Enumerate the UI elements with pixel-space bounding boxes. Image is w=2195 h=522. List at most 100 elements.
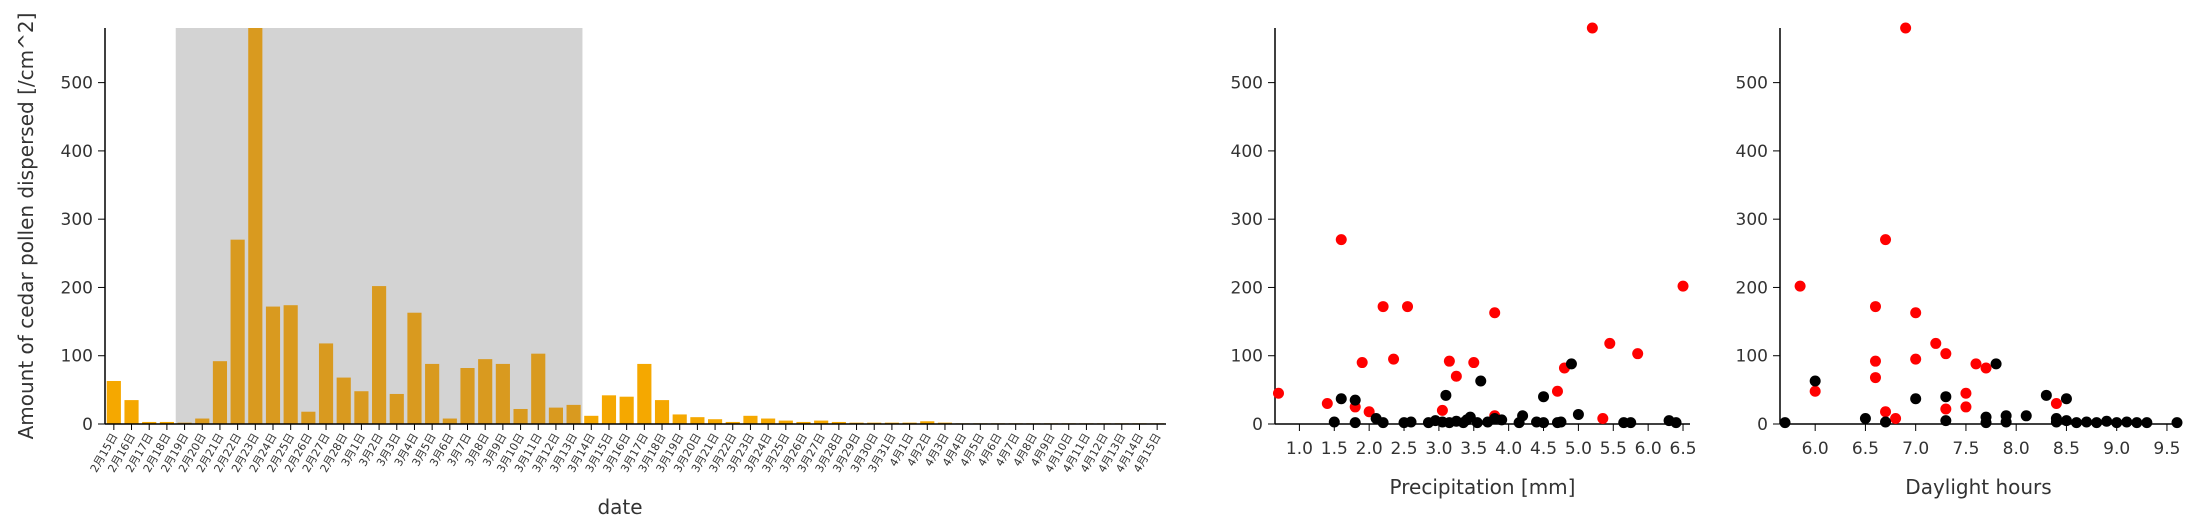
scatter-point-black	[1880, 416, 1892, 428]
bar	[265, 306, 281, 424]
bar	[513, 408, 528, 424]
scatter-point-black	[1990, 358, 2002, 370]
scatter-point-red	[1890, 413, 1902, 425]
y-tick-label: 300	[1231, 210, 1263, 230]
scatter-point-black	[1517, 410, 1529, 422]
scatter-point-red	[1970, 358, 1982, 370]
scatter-point-black	[1475, 375, 1487, 387]
bar	[672, 414, 687, 424]
bar	[230, 239, 245, 424]
scatter-point-red	[1551, 385, 1563, 397]
scatter-point-red	[2050, 398, 2062, 410]
bar	[920, 421, 935, 424]
bar	[531, 353, 546, 424]
scatter-point-red	[1869, 355, 1881, 367]
scatter-point-black	[1565, 358, 1577, 370]
scatter-point-black	[1940, 391, 1952, 403]
scatter-point-black	[1538, 391, 1550, 403]
bar	[336, 377, 351, 424]
scatter-point-red	[1363, 406, 1375, 418]
x-tick-label: 1.5	[1321, 439, 1348, 459]
bar	[814, 420, 829, 424]
y-tick-label: 100	[1736, 347, 1768, 367]
x-tick-label: 6.5	[1852, 439, 1879, 459]
y-tick-label: 100	[61, 347, 93, 367]
scatter-point-black	[1572, 408, 1584, 420]
x-tick-label: 5.0	[1565, 439, 1592, 459]
scatter-point-red	[1980, 362, 1992, 374]
x-tick-label: 9.0	[2103, 439, 2130, 459]
scatter-point-black	[2050, 416, 2062, 428]
scatter-point-black	[1670, 417, 1682, 429]
x-tick-label: 4.5	[1530, 439, 1557, 459]
scatter-point-red	[1869, 372, 1881, 384]
scatter-point-red	[1940, 403, 1952, 415]
bar	[566, 404, 581, 424]
bar	[478, 359, 493, 424]
scatter-point-black	[1859, 413, 1871, 425]
scatter-point-red	[1321, 398, 1333, 410]
bar-chart: 01002003004005002月15日2月16日2月17日2月18日2月19…	[14, 13, 1166, 519]
y-tick-label: 400	[1736, 142, 1768, 162]
scatter-point-black	[2141, 417, 2153, 429]
y-tick-label: 200	[61, 278, 93, 298]
scatter-point-red	[1677, 280, 1689, 292]
x-tick-label: 3.0	[1425, 439, 1452, 459]
scatter-point-black	[1555, 416, 1567, 428]
x-tick-label: 6.0	[1635, 439, 1662, 459]
x-tick-label: 8.5	[2053, 439, 2080, 459]
daylight-scatter: 0 100 200 300 400 500 6.0 6.5 7.0 7.5 8.0 8.5 9.0 9.5…	[1736, 22, 2183, 499]
bar	[831, 421, 846, 424]
x-tick-label: 6.0	[1802, 439, 1829, 459]
y-tick-label: 500	[1231, 74, 1263, 94]
x-axis-title: Daylight hours	[1905, 475, 2051, 499]
scatter-point-black	[1940, 415, 1952, 427]
scatter-point-black	[1625, 417, 1637, 429]
scatter-point-black	[2081, 416, 2093, 428]
y-tick-label: 0	[82, 415, 93, 435]
x-tick-label: 2.0	[1356, 439, 1383, 459]
scatter-point-red	[1377, 301, 1389, 313]
scatter-point-black	[1440, 389, 1452, 401]
scatter-point-black	[1349, 417, 1361, 429]
scatter-point-black	[2060, 393, 2072, 405]
scatter-point-red	[1910, 353, 1922, 365]
x-tick-label: 4.0	[1495, 439, 1522, 459]
bar	[690, 417, 705, 424]
scatter-point-red	[1272, 387, 1284, 399]
scatter-point-red	[1960, 387, 1972, 399]
scatter-point-red	[1960, 401, 1972, 413]
scatter-point-red	[1443, 355, 1455, 367]
scatter-point-red	[1632, 348, 1644, 360]
y-tick-label: 400	[61, 142, 93, 162]
scatter-point-red	[1880, 406, 1892, 418]
bar	[142, 421, 157, 424]
x-tick-label: 6.5	[1670, 439, 1697, 459]
y-tick-label: 200	[1231, 278, 1263, 298]
scatter-point-black	[2040, 389, 2052, 401]
bar	[743, 415, 758, 424]
scatter-point-black	[1910, 393, 1922, 405]
y-tick-label: 500	[61, 74, 93, 94]
bar	[407, 312, 422, 424]
scatter-point-black	[1779, 417, 1791, 429]
bar	[548, 407, 563, 424]
bar	[354, 391, 369, 424]
scatter-point-black	[1496, 414, 1508, 426]
bar	[425, 363, 440, 424]
bar	[318, 343, 334, 424]
scatter-point-red	[1869, 301, 1881, 313]
bar	[584, 415, 599, 424]
y-tick-label: 400	[1231, 142, 1263, 162]
x-tick-label: 2.5	[1391, 439, 1418, 459]
scatter-point-red	[1900, 22, 1912, 34]
scatter-point-black	[2101, 415, 2113, 427]
scatter-point-black	[2171, 417, 2183, 429]
precipitation-scatter: 0 100 200 300 400 500 1.0 1.5 2.0 2.5 3.0 3.5 4.0 4.5…	[1231, 22, 1697, 499]
bar	[460, 368, 475, 424]
bar	[159, 421, 174, 424]
scatter-point-red	[1335, 234, 1347, 246]
y-tick-label: 500	[1736, 74, 1768, 94]
x-tick-label: 7.0	[1902, 439, 1929, 459]
